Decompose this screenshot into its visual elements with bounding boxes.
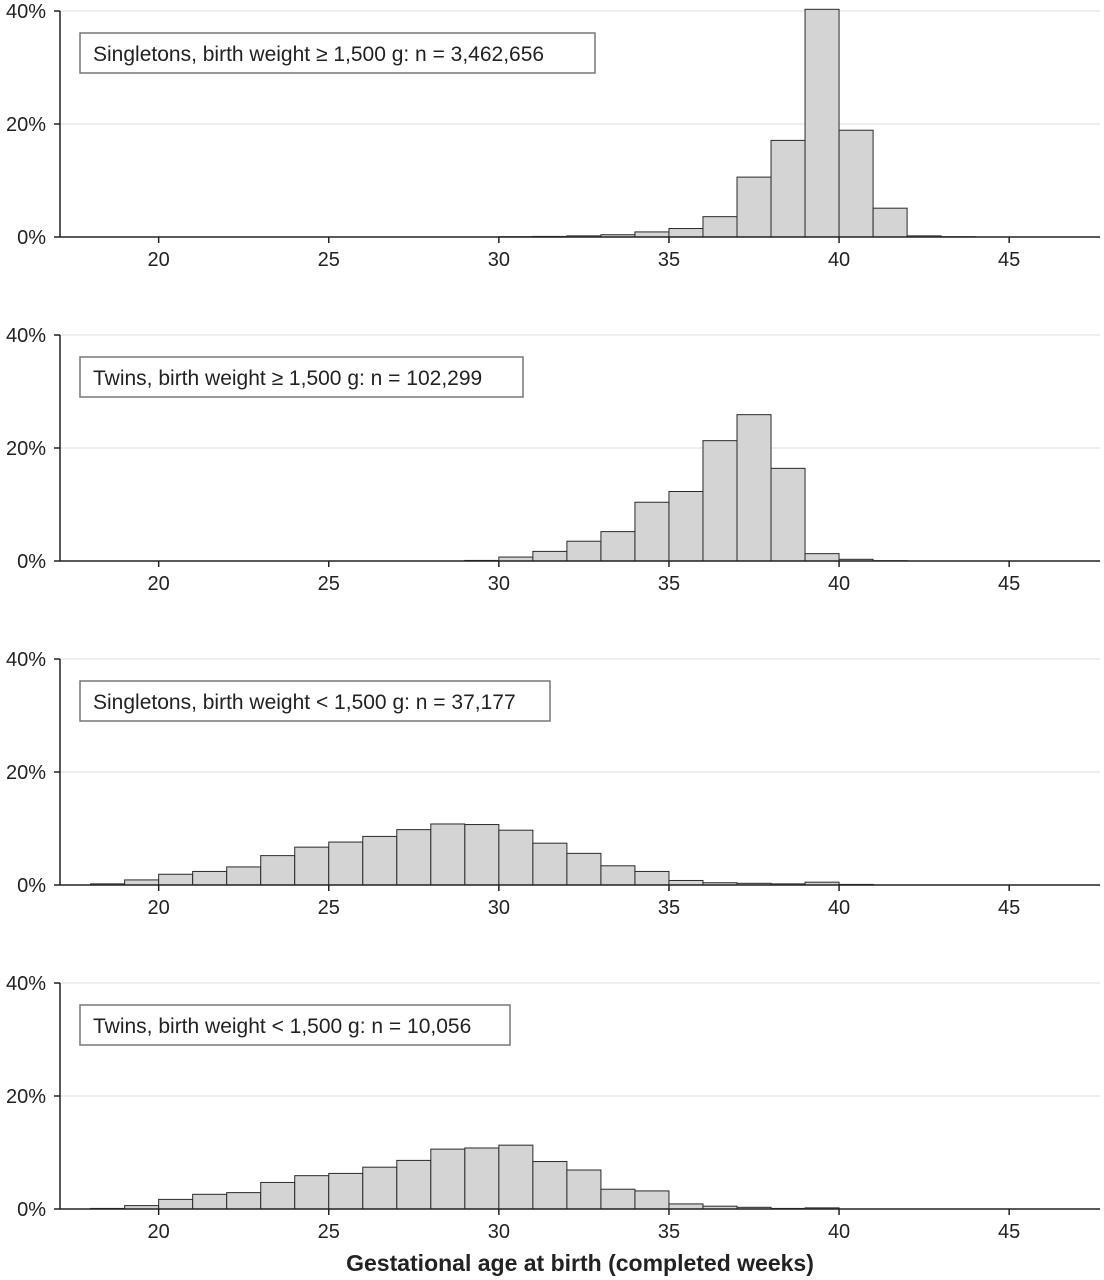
bar (328, 841, 364, 886)
histogram-panel-4: 0% 20% 40% 20 25 30 35 40 45 Twins, birth weight … (6, 973, 1100, 1243)
x-tick-label: 30 (488, 249, 510, 271)
x-tick-label: 25 (318, 1221, 340, 1243)
bar (464, 824, 500, 886)
y-tick-label: 0% (17, 875, 46, 897)
bar (702, 216, 738, 238)
bar (226, 866, 262, 886)
bar (566, 1169, 602, 1210)
x-tick-label: 25 (318, 897, 340, 919)
bar (430, 1148, 466, 1210)
legend-label: Twins, birth weight ≥ 1,500 g: n = 102,2… (93, 367, 482, 390)
x-tick-label: 45 (998, 1221, 1020, 1243)
bar (260, 1181, 296, 1210)
x-tick-label: 45 (998, 897, 1020, 919)
x-tick-label: 40 (828, 1221, 850, 1243)
bar (124, 879, 160, 886)
bar (532, 842, 568, 886)
x-tick-label: 20 (148, 573, 170, 595)
y-tick-label: 20% (6, 762, 46, 784)
legend-label: Twins, birth weight < 1,500 g: n = 10,05… (93, 1015, 471, 1038)
bar (396, 1159, 432, 1210)
bar (430, 823, 466, 886)
bar (532, 1161, 568, 1210)
bar (600, 531, 636, 562)
x-tick-label: 35 (658, 1221, 680, 1243)
bar (634, 501, 670, 562)
y-tick-label: 20% (6, 1086, 46, 1108)
x-tick-label: 40 (828, 249, 850, 271)
y-tick-label: 0% (17, 551, 46, 573)
x-tick-label: 20 (148, 249, 170, 271)
bar (192, 1193, 228, 1210)
x-tick-label: 45 (998, 573, 1020, 595)
bar (600, 1188, 636, 1210)
x-tick-label: 45 (998, 249, 1020, 271)
legend-box (79, 32, 596, 74)
legend-label: Singletons, birth weight < 1,500 g: n = … (93, 691, 516, 714)
x-tick-label: 30 (488, 897, 510, 919)
y-tick-label: 40% (6, 649, 46, 671)
bar (770, 139, 806, 238)
bar (736, 176, 772, 238)
x-tick-label: 30 (488, 1221, 510, 1243)
bar (158, 873, 194, 886)
bar (804, 553, 840, 562)
y-tick-label: 20% (6, 438, 46, 460)
histogram-panel-3: 0% 20% 40% 20 25 30 35 40 45 Singletons, birth we… (6, 649, 1100, 919)
legend-box (79, 680, 551, 722)
bar (804, 8, 840, 238)
y-tick-label: 40% (6, 325, 46, 347)
x-tick-label: 20 (148, 897, 170, 919)
x-axis-label: Gestational age at birth (completed week… (346, 1250, 814, 1276)
bar (872, 207, 908, 238)
bar (362, 1166, 398, 1210)
x-tick-label: 40 (828, 897, 850, 919)
legend-box (79, 356, 524, 398)
bar (702, 440, 738, 562)
bar (634, 231, 670, 238)
y-tick-label: 20% (6, 114, 46, 136)
bar (498, 1144, 534, 1210)
bar (566, 540, 602, 562)
bar (362, 835, 398, 886)
bar (294, 1175, 330, 1210)
x-tick-label: 30 (488, 573, 510, 595)
bar (260, 855, 296, 886)
bar (532, 550, 568, 562)
bar (668, 1203, 704, 1210)
x-tick-label: 40 (828, 573, 850, 595)
bar (634, 870, 670, 886)
bar (464, 1147, 500, 1210)
histogram-panel-2: 0% 20% 40% 20 25 30 35 40 45 Twins, birth weight … (6, 325, 1100, 595)
x-tick-label: 35 (658, 249, 680, 271)
bar (396, 829, 432, 886)
bar (192, 870, 228, 886)
bar (838, 129, 874, 238)
bar (600, 865, 636, 886)
bar (634, 1190, 670, 1210)
x-tick-label: 20 (148, 1221, 170, 1243)
x-tick-label: 25 (318, 249, 340, 271)
y-tick-label: 40% (6, 973, 46, 995)
bar (226, 1192, 262, 1210)
y-tick-label: 40% (6, 1, 46, 23)
bar (498, 829, 534, 886)
bar (736, 414, 772, 562)
y-tick-label: 0% (17, 1199, 46, 1221)
bar (158, 1198, 194, 1210)
bar (770, 467, 806, 562)
x-tick-label: 35 (658, 573, 680, 595)
legend-box (79, 1004, 511, 1046)
bar (668, 228, 704, 238)
bar (294, 846, 330, 886)
histogram-panel-1: 0% 20% 40% 20 25 30 35 40 45 Singletons, birth we… (6, 1, 1100, 271)
bar (566, 852, 602, 886)
legend-label: Singletons, birth weight ≥ 1,500 g: n = … (93, 43, 544, 66)
bar (668, 491, 704, 562)
y-tick-label: 0% (17, 227, 46, 249)
x-tick-label: 35 (658, 897, 680, 919)
bar (328, 1172, 364, 1210)
x-tick-label: 25 (318, 573, 340, 595)
